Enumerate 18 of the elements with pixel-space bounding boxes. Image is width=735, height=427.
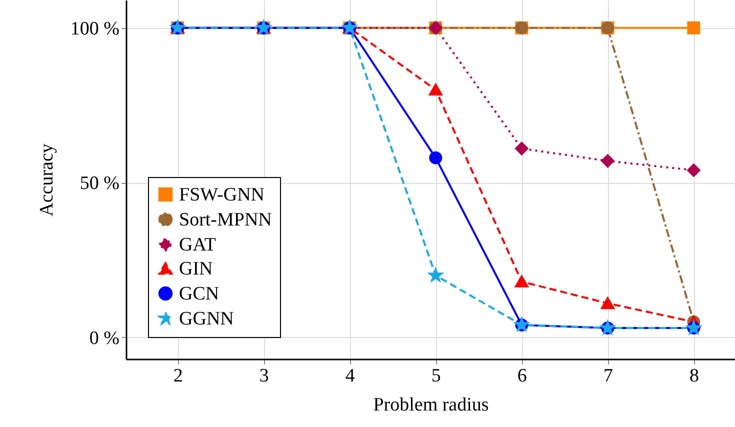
- x-tick-label: 6: [517, 366, 527, 386]
- x-tick-label: 8: [689, 366, 699, 386]
- legend-label: FSW-GNN: [179, 184, 265, 206]
- x-tick-label: 5: [431, 366, 441, 386]
- x-tick-label: 4: [345, 366, 356, 386]
- legend-label: Sort-MPNN: [179, 210, 272, 230]
- legend-label: GAT: [179, 234, 216, 256]
- y-tick-label: 50 %: [80, 173, 120, 194]
- y-tick-label: 0 %: [89, 328, 120, 349]
- legend-label: GCN: [179, 284, 220, 304]
- legend-label: GGNN: [179, 308, 234, 330]
- x-tick-label: 2: [173, 366, 183, 386]
- y-axis-title: Accuracy: [36, 143, 58, 216]
- x-tick-label: 7: [603, 366, 613, 386]
- legend-label: GIN: [179, 258, 214, 280]
- y-tick-label: 100 %: [70, 18, 120, 40]
- x-tick-label: 3: [259, 366, 269, 386]
- x-axis-title: Problem radius: [373, 394, 489, 416]
